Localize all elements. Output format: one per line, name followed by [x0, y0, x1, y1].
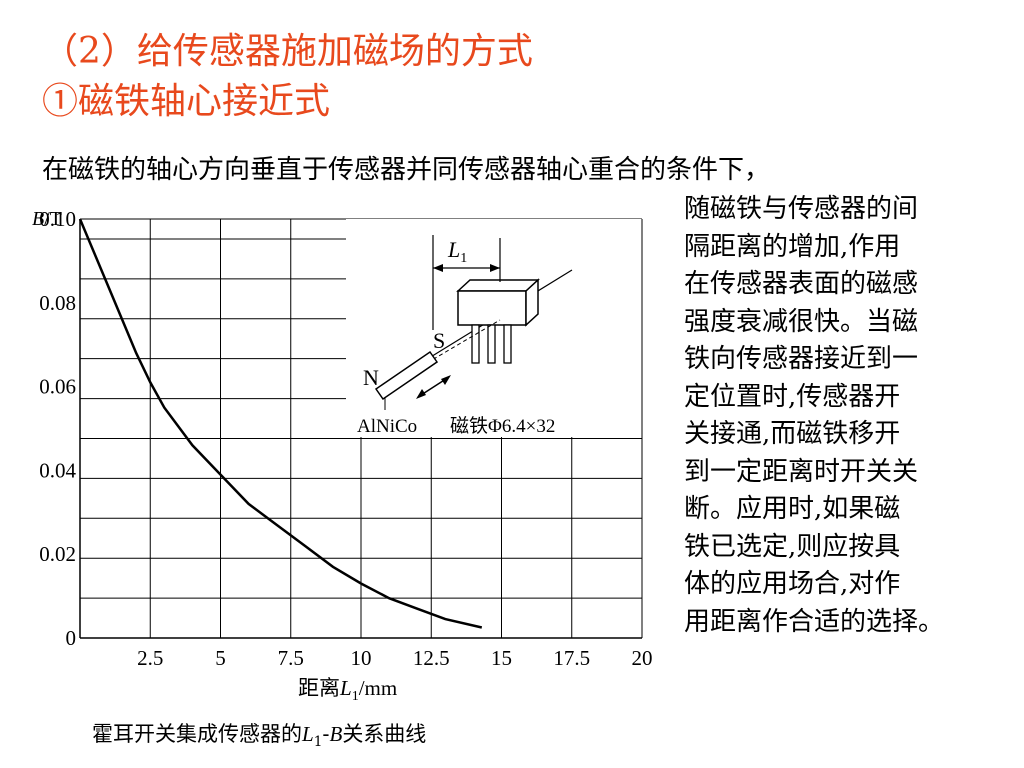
label-magnet-size: 磁铁Φ6.4×32 — [450, 415, 555, 437]
sensor-body-side — [525, 278, 539, 327]
lb-curve-line — [78, 218, 483, 629]
side-text-line: 定位置时,传感器开 — [684, 381, 901, 412]
lb-curve-chart: L1 S N AlNiCo 磁铁Φ6.4×32 2.5 5 7.5 10 12.5 15 1… — [32, 207, 653, 704]
arrow-head — [490, 264, 500, 272]
side-text-line: 随磁铁与传感器的间 — [684, 194, 919, 224]
y-tick-label: 0.02 — [39, 542, 76, 566]
y-tick-label: 0.08 — [39, 291, 76, 315]
label-S: S — [433, 328, 445, 353]
side-description: 随磁铁与传感器的间 隔距离的增加,作用 在传感器表面的磁感 强度衰减很快。当磁 铁向传感… — [684, 191, 1014, 641]
arrow-head — [433, 264, 443, 272]
y-axis-label: B/T — [32, 208, 62, 230]
tick-labels: 2.5 5 7.5 10 12.5 15 17.5 20 0 0.02 0.04 0.06 0.08 0.… — [39, 207, 652, 670]
chart-axes — [79, 219, 643, 639]
chart-caption: 霍耳开关集成传感器的L1-B关系曲线 — [92, 722, 427, 751]
side-text-line: 铁已选定,则应按具 — [684, 531, 901, 562]
y-tick-label: 0 — [66, 626, 77, 650]
side-text-line: 强度衰减很快。当磁 — [684, 306, 919, 337]
y-tick-label: 0.10 — [39, 207, 76, 231]
x-tick-label: 15 — [491, 646, 512, 670]
side-text-line: 到一定距离时开关关 — [684, 456, 919, 487]
label-L1: L1 — [447, 237, 467, 266]
x-tick-label: 5 — [215, 646, 226, 670]
side-text-line: 体的应用场合,对作 — [684, 569, 901, 599]
side-text-line: 关接通,而磁铁移开 — [684, 419, 901, 449]
x-tick-label: 17.5 — [553, 646, 590, 670]
side-text-line: 断。应用时,如果磁 — [684, 494, 901, 524]
sensor-pin — [487, 324, 496, 364]
sensor-pin — [503, 324, 512, 364]
sensor-body-front — [457, 290, 527, 326]
side-text-line: 铁向传感器接近到一 — [684, 344, 919, 374]
y-tick-label: 0.06 — [39, 375, 76, 399]
x-axis-label: 距离L1/mm — [298, 676, 397, 704]
sensor-body-top — [456, 279, 540, 292]
label-N: N — [363, 365, 379, 390]
side-text-line: 在传感器表面的磁感 — [684, 269, 919, 299]
x-tick-label: 2.5 — [137, 646, 163, 670]
side-text-line: 隔距离的增加,作用 — [684, 231, 901, 262]
y-tick-label: 0.04 — [39, 458, 76, 482]
x-tick-label: 7.5 — [278, 646, 304, 670]
magnet-body — [374, 350, 439, 401]
sensor-pin — [471, 324, 480, 364]
label-alnico: AlNiCo — [357, 416, 417, 437]
arrow-head — [441, 375, 451, 385]
x-tick-label: 12.5 — [413, 646, 450, 670]
slide-title: （2）给传感器施加磁场的方式 — [42, 31, 533, 72]
x-tick-label: 20 — [632, 646, 653, 670]
slide-subtitle: ①磁铁轴心接近式 — [42, 81, 331, 122]
sensor-diagram: L1 S N AlNiCo 磁铁Φ6.4×32 — [346, 219, 642, 437]
intro-text: 在磁铁的轴心方向垂直于传感器并同传感器轴心重合的条件下， — [42, 155, 771, 185]
side-text-line: 用距离作合适的选择。 — [684, 606, 945, 637]
arrow-head — [416, 389, 426, 399]
x-tick-label: 10 — [351, 646, 372, 670]
